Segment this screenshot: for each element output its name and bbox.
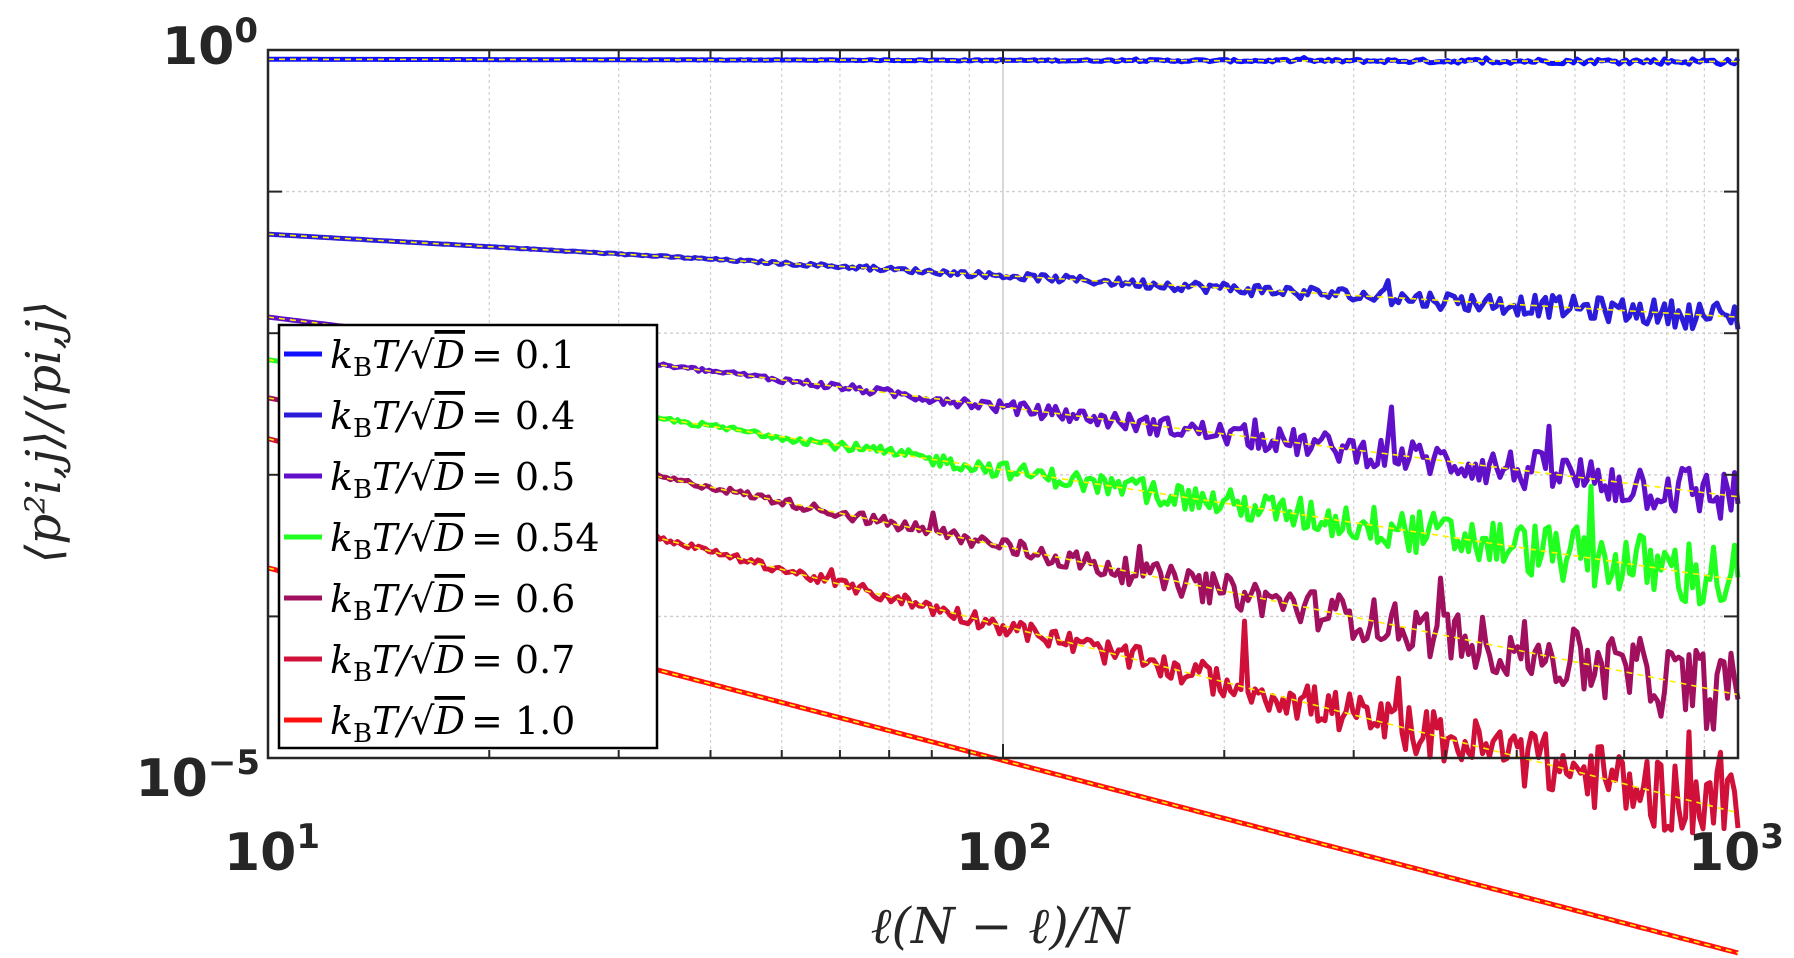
legend-label-4: kBT/√D = 0.6 bbox=[330, 577, 575, 627]
legend-label-0: kBT/√D = 0.1 bbox=[330, 333, 575, 383]
fit-line-1 bbox=[267, 233, 1739, 318]
legend-box bbox=[277, 323, 659, 750]
y-tick-label-top: 100 bbox=[162, 11, 258, 77]
legend-label-3: kBT/√D = 0.54 bbox=[330, 516, 600, 566]
x-tick-label-2: 102 bbox=[956, 817, 1052, 883]
ticks bbox=[267, 49, 1739, 759]
legend-label-6: kBT/√D = 1.0 bbox=[330, 699, 575, 749]
x-axis-label: ℓ(N − ℓ)/N bbox=[871, 897, 1132, 955]
legend: kBT/√D = 0.1 kBT/√D = 0.4 kBT/√D = 0.5 kBT/√D =… bbox=[277, 323, 659, 750]
legend-label-5: kBT/√D = 0.7 bbox=[330, 638, 575, 688]
legend-label-1: kBT/√D = 0.4 bbox=[330, 394, 575, 444]
y-tick-label-bottom: 10−5 bbox=[135, 743, 260, 809]
y-axis-label: ⟨p²i,j⟩/⟨pi,j⟩ bbox=[16, 301, 72, 564]
fit-line-4 bbox=[267, 397, 1739, 696]
x-tick-label-3: 103 bbox=[1688, 817, 1784, 883]
x-tick-label-1: 101 bbox=[224, 817, 320, 883]
fit-line-0 bbox=[268, 58, 1738, 63]
legend-label-2: kBT/√D = 0.5 bbox=[330, 455, 575, 505]
legend-entries: kBT/√D = 0.1 kBT/√D = 0.4 kBT/√D = 0.5 kBT/√D =… bbox=[284, 333, 600, 749]
grid bbox=[268, 50, 1738, 758]
